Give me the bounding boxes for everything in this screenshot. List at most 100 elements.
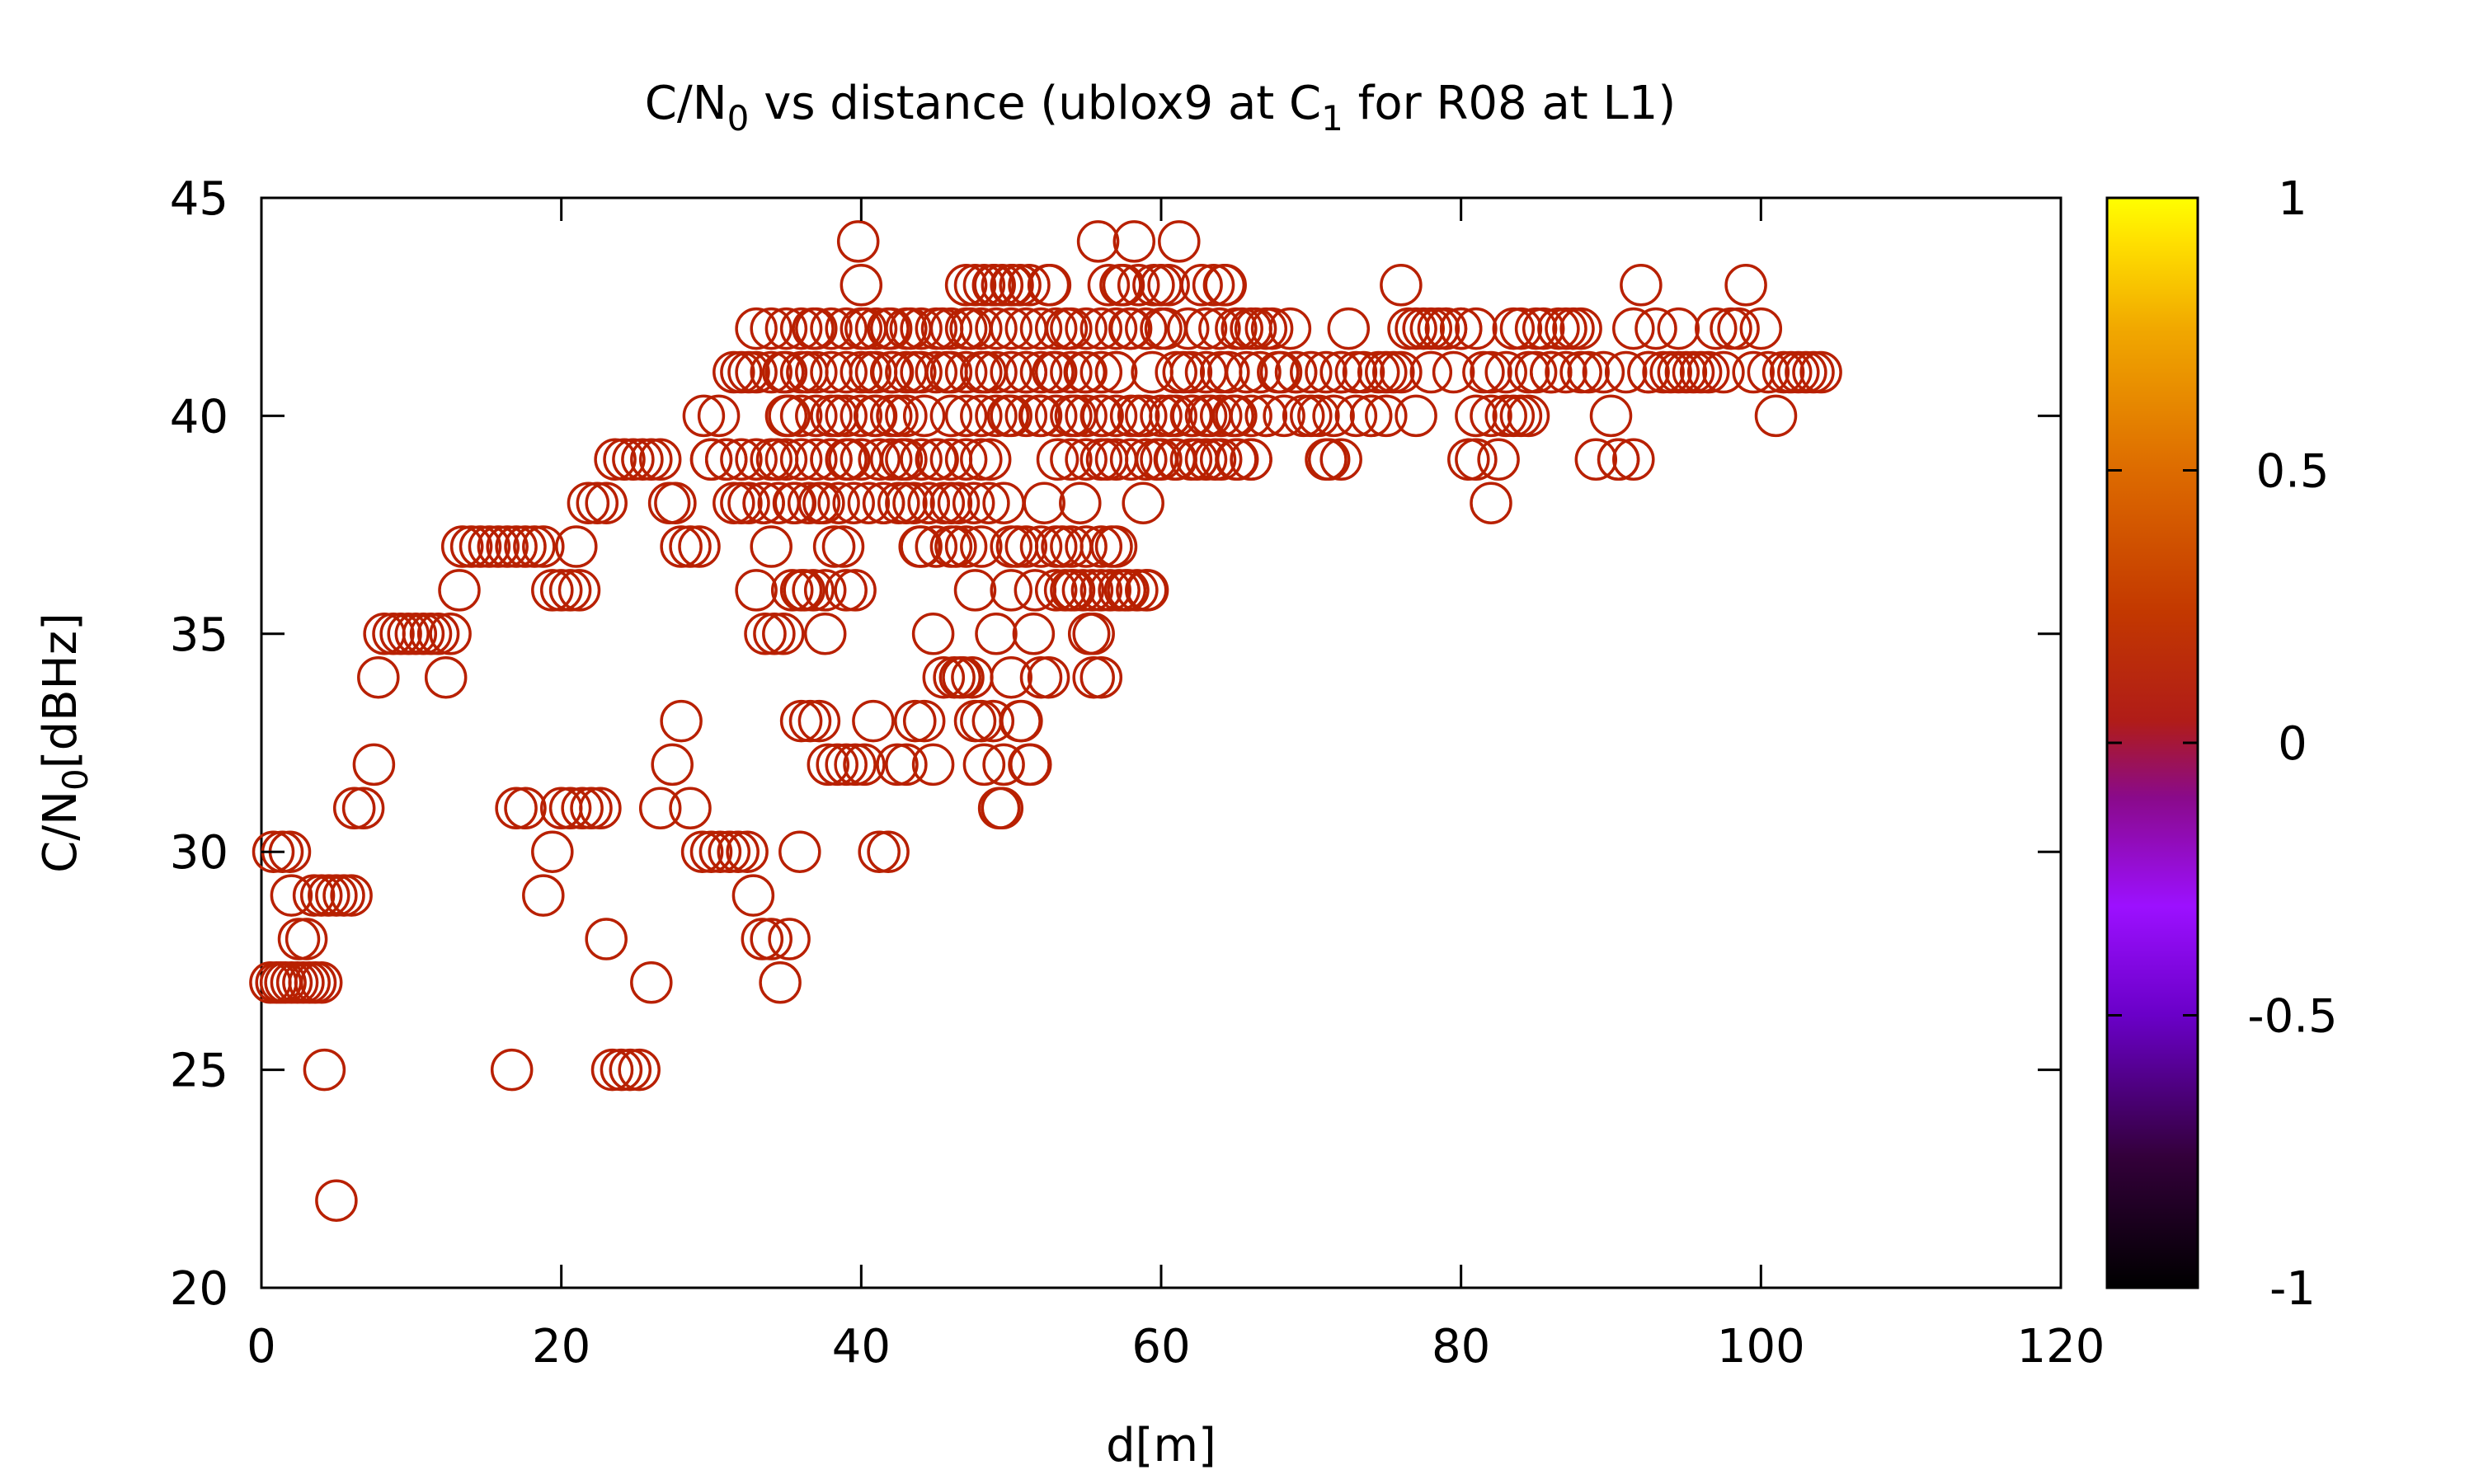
data-point: [1380, 350, 1423, 394]
data-point: [1089, 569, 1131, 612]
data-point: [557, 569, 601, 612]
data-point: [717, 830, 760, 873]
data-point: [495, 525, 538, 568]
data-point: [1184, 438, 1228, 481]
data-point: [1125, 438, 1168, 481]
y-axis-label: C/N0[dBHz]: [34, 613, 96, 873]
data-point: [1395, 394, 1437, 438]
data-point: [1432, 350, 1475, 394]
data-point: [1008, 264, 1051, 307]
data-point: [869, 350, 913, 394]
data-point: [1514, 350, 1558, 394]
data-point: [944, 307, 988, 350]
data-point: [660, 525, 703, 568]
data-point: [816, 743, 858, 787]
data-point: [1155, 438, 1197, 481]
data-point: [1052, 569, 1096, 612]
data-point: [1462, 350, 1505, 394]
data-point: [585, 918, 628, 960]
data-point: [555, 525, 598, 568]
data-point: [929, 307, 973, 350]
data-point: [960, 307, 1003, 350]
data-point: [680, 830, 724, 873]
data-point: [1627, 350, 1670, 394]
data-point: [1455, 307, 1498, 350]
data-point: [1290, 350, 1333, 394]
y-tick-label: 40: [170, 390, 228, 444]
data-point: [764, 350, 808, 394]
data-point: [449, 525, 493, 568]
data-point: [1125, 307, 1168, 350]
data-point: [929, 438, 973, 481]
data-point: [990, 525, 1032, 568]
data-point: [1305, 350, 1348, 394]
data-point: [990, 655, 1032, 699]
data-point: [270, 874, 313, 917]
data-point: [1008, 743, 1051, 787]
x-tick-label: 60: [1131, 1320, 1190, 1374]
data-point: [858, 830, 901, 873]
data-point: [504, 787, 547, 830]
data-point: [570, 787, 613, 830]
data-point: [1117, 394, 1160, 438]
data-point: [1589, 394, 1633, 438]
data-point: [944, 438, 988, 481]
data-point: [303, 1048, 346, 1092]
colorbar-tick-label: -0.5: [2247, 990, 2337, 1044]
data-point: [1192, 264, 1235, 307]
data-point: [944, 264, 988, 307]
data-point: [1567, 350, 1610, 394]
data-point: [708, 830, 751, 873]
data-point: [1116, 569, 1159, 612]
data-point: [1087, 264, 1131, 307]
data-point: [468, 525, 511, 568]
data-point: [1169, 394, 1213, 438]
data-point: [854, 350, 898, 394]
data-point: [1094, 525, 1138, 568]
data-point: [1036, 438, 1079, 481]
data-point: [731, 874, 775, 917]
data-point: [1492, 394, 1536, 438]
data-point: [1215, 307, 1258, 350]
data-point: [1050, 438, 1093, 481]
data-point: [1109, 307, 1153, 350]
data-point: [753, 613, 796, 655]
colorbar-tick-label: -1: [2269, 1262, 2316, 1316]
data-point: [1657, 307, 1700, 350]
data-point: [1065, 525, 1108, 568]
data-point: [1686, 350, 1730, 394]
data-point: [1155, 350, 1197, 394]
data-point: [1199, 394, 1243, 438]
colorbar-tick-label: 0: [2278, 717, 2307, 771]
data-point: [1604, 350, 1648, 394]
x-axis-label: d[m]: [1106, 1419, 1216, 1472]
data-point: [787, 481, 830, 524]
data-point: [315, 1179, 358, 1222]
data-point: [840, 307, 883, 350]
data-point: [1140, 438, 1183, 481]
data-point: [953, 699, 997, 743]
data-point: [885, 438, 928, 481]
data-point: [1702, 350, 1745, 394]
data-point: [720, 481, 763, 524]
data-point: [1019, 525, 1063, 568]
data-point: [1184, 307, 1228, 350]
data-point: [669, 787, 712, 830]
data-point: [416, 613, 460, 655]
data-point: [885, 350, 928, 394]
data-point: [697, 394, 741, 438]
data-point: [1065, 438, 1108, 481]
data-point: [1125, 394, 1168, 438]
data-point: [1717, 307, 1760, 350]
data-point: [975, 350, 1018, 394]
data-point: [915, 350, 958, 394]
data-point: [1059, 481, 1102, 524]
data-point: [885, 394, 928, 438]
data-point: [999, 699, 1042, 743]
data-point: [1319, 438, 1362, 481]
data-point: [1319, 350, 1362, 394]
data-point: [1079, 438, 1123, 481]
x-tick-label: 40: [832, 1320, 891, 1374]
data-point: [982, 481, 1025, 524]
data-point: [726, 830, 769, 873]
